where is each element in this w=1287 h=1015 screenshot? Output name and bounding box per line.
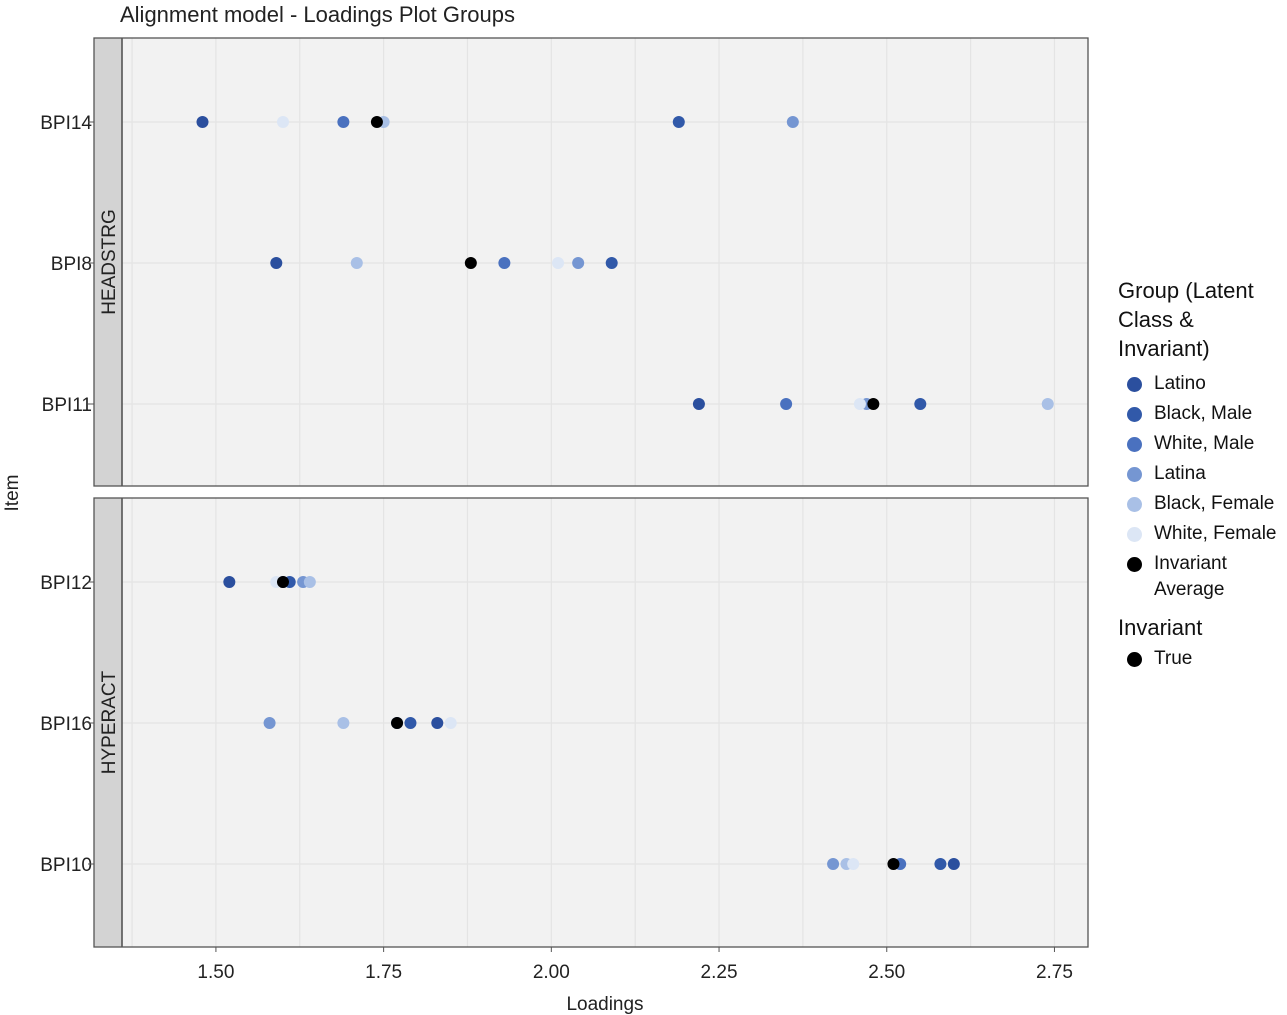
legend-group-items: Latino Black, Male White, Male Latina Black,… (1118, 371, 1287, 603)
x-tick-label: 2.50 (868, 962, 905, 983)
data-point (853, 398, 866, 410)
legend-label: True (1154, 648, 1193, 669)
data-point (572, 257, 585, 269)
data-point (196, 116, 209, 128)
data-point (692, 398, 705, 410)
data-point (552, 257, 565, 269)
y-tick-label: BPI12 (40, 573, 92, 594)
legend-label: Invariant Average (1154, 553, 1227, 600)
data-point (780, 398, 793, 410)
y-tick-label: BPI8 (51, 254, 92, 275)
x-axis: 1.50 1.75 2.00 2.25 2.50 2.75 (197, 947, 1073, 983)
data-point (431, 717, 444, 729)
y-tick-label: BPI14 (40, 113, 92, 134)
y-tick-label: BPI10 (40, 855, 92, 876)
legend-item: Black, Female (1118, 491, 1287, 517)
legend-swatch (1127, 407, 1142, 422)
legend-item: Latina (1118, 461, 1287, 487)
data-point (605, 257, 618, 269)
legend-group-title-line: Class & (1118, 307, 1194, 332)
legend-label: Black, Male (1154, 403, 1253, 424)
data-point (350, 257, 363, 269)
data-point (827, 858, 840, 870)
x-tick-label: 2.25 (701, 962, 738, 983)
legend-label: Latino (1154, 373, 1206, 394)
x-tick-label: 2.75 (1036, 962, 1073, 983)
x-axis-label: Loadings (566, 994, 643, 1015)
chart-title: Alignment model - Loadings Plot Groups (120, 2, 515, 27)
data-point (914, 398, 927, 410)
legend-invariant-title: Invariant (1118, 615, 1203, 640)
facet-strip (94, 38, 122, 486)
legend-item: White, Female (1118, 521, 1287, 547)
x-tick-label: 1.75 (365, 962, 402, 983)
facet-panel: BPI12 BPI16 BPI10 HYPERACT (40, 497, 1089, 948)
facet-strip-label: HEADSTRG (99, 209, 120, 315)
legend-group-title-line: Group (Latent (1118, 278, 1254, 303)
data-point (947, 858, 960, 870)
facet-strip (94, 498, 122, 947)
legend-label: White, Female (1154, 523, 1277, 544)
data-point (464, 257, 477, 269)
y-tick-label: BPI11 (42, 395, 92, 416)
data-point (303, 576, 316, 588)
chart-panels: BPI14 BPI8 BPI11 HEADSTRG BPI12 BPI16 BPI10 HYP… (40, 37, 1089, 948)
legend-item: Latino (1118, 371, 1287, 397)
data-point (887, 858, 900, 870)
legend-label: White, Male (1154, 433, 1255, 454)
data-point (277, 116, 289, 128)
data-point (223, 576, 236, 588)
legend-swatch (1127, 377, 1142, 392)
legend-swatch (1127, 497, 1142, 512)
legend-item: Black, Male (1118, 401, 1287, 427)
legend-swatch (1127, 652, 1142, 667)
data-point (934, 858, 947, 870)
data-point (444, 717, 457, 729)
panel-background (122, 38, 1088, 486)
data-point (1041, 398, 1054, 410)
data-point (498, 257, 511, 269)
legend-invariant-items: True (1118, 646, 1287, 672)
legend-group-title-line: Invariant) (1118, 336, 1210, 361)
data-point (370, 116, 383, 128)
panel-border (93, 497, 1089, 948)
legend-group-title: Group (Latent Class & Invariant) (1118, 276, 1287, 363)
data-point (404, 717, 417, 729)
legend-item: Invariant Average (1118, 551, 1287, 603)
legend-label: Black, Female (1154, 493, 1275, 514)
data-point (672, 116, 685, 128)
facet-strip-label: HYPERACT (99, 670, 120, 774)
legend: Group (Latent Class & Invariant) Latino B… (1118, 276, 1287, 672)
legend-swatch (1127, 437, 1142, 452)
legend-swatch (1127, 467, 1142, 482)
data-point (337, 116, 350, 128)
data-point (786, 116, 799, 128)
data-point (337, 717, 350, 729)
data-point (847, 858, 860, 870)
y-axis-label: Item (2, 475, 23, 512)
x-tick-label: 2.00 (533, 962, 570, 983)
legend-swatch (1127, 557, 1142, 572)
legend-swatch (1127, 527, 1142, 542)
data-point (270, 257, 283, 269)
legend-item: White, Male (1118, 431, 1287, 457)
x-tick-label: 1.50 (197, 962, 234, 983)
data-point (867, 398, 880, 410)
data-point (277, 576, 289, 588)
data-point (391, 717, 404, 729)
data-point (263, 717, 276, 729)
y-tick-label: BPI16 (40, 714, 92, 735)
legend-item: True (1118, 646, 1287, 672)
legend-label: Latina (1154, 463, 1206, 484)
facet-panel: BPI14 BPI8 BPI11 HEADSTRG (40, 37, 1089, 487)
panel-border (93, 37, 1089, 487)
